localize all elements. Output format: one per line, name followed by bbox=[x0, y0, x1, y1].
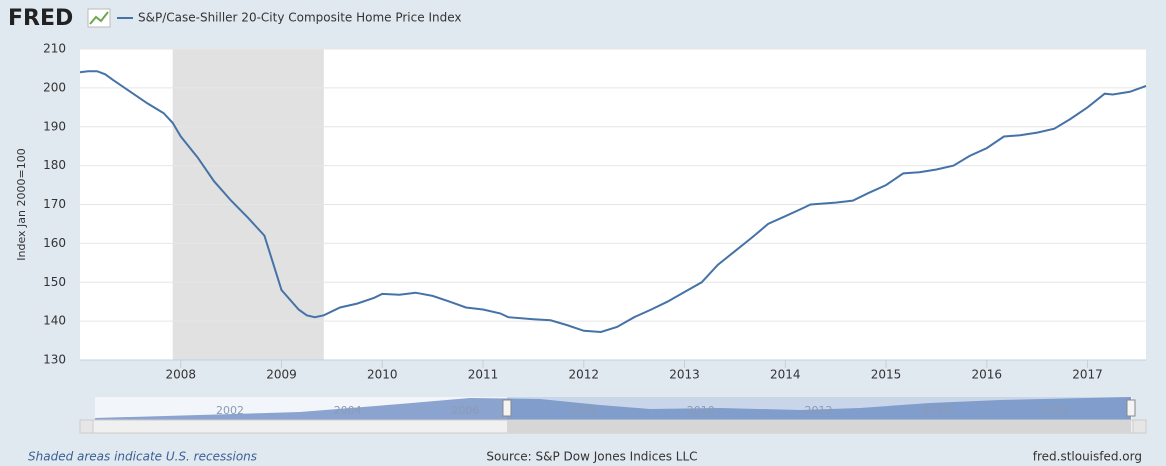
navigator-label: 2014 bbox=[922, 404, 950, 417]
navigator-label: 2012 bbox=[805, 404, 833, 417]
series-line bbox=[79, 70, 1147, 334]
x-tick-label: 2014 bbox=[770, 368, 801, 382]
navigator-area bbox=[95, 397, 1131, 420]
y-tick-label: 140 bbox=[43, 314, 66, 328]
footer-source: Source: S&P Dow Jones Indices LLC bbox=[486, 450, 697, 464]
navigator-label: 2006 bbox=[451, 404, 479, 417]
y-tick-label: 210 bbox=[43, 42, 66, 56]
y-tick-label: 190 bbox=[43, 119, 66, 133]
footer-note: Shaded areas indicate U.S. recessions bbox=[28, 450, 257, 464]
y-tick-label: 130 bbox=[43, 353, 66, 367]
navigator-label: 2010 bbox=[687, 404, 715, 417]
logo-icon bbox=[87, 8, 111, 28]
y-tick-label: 200 bbox=[43, 80, 66, 94]
navigator-handle[interactable] bbox=[502, 399, 512, 417]
plot: 130 140 150 160 170 180 190 200 210 2008 2009 2010 2… bbox=[15, 42, 1147, 382]
scroll-right[interactable] bbox=[1132, 419, 1147, 434]
y-tick-label: 170 bbox=[43, 197, 66, 211]
x-tick-label: 2012 bbox=[569, 368, 600, 382]
footer-site: fred.stlouisfed.org bbox=[1033, 450, 1142, 464]
scrollbar-thumb[interactable] bbox=[507, 420, 1131, 433]
legend-label: S&P/Case-Shiller 20-City Composite Home … bbox=[138, 11, 461, 25]
x-tick-label: 2009 bbox=[266, 368, 297, 382]
navigator-handle[interactable] bbox=[1126, 399, 1136, 417]
navigator-label: 2016 bbox=[1040, 404, 1068, 417]
navigator: 2002 2004 2006 2008 2010 2012 2014 2016 bbox=[79, 397, 1147, 434]
scroll-left[interactable] bbox=[79, 419, 94, 434]
x-tick-label: 2010 bbox=[367, 368, 398, 382]
navigator-label: 2004 bbox=[334, 404, 362, 417]
logo: FRED bbox=[8, 6, 73, 31]
navigator-label: 2008 bbox=[569, 404, 597, 417]
x-tick-label: 2015 bbox=[871, 368, 902, 382]
x-tick-label: 2017 bbox=[1072, 368, 1103, 382]
y-axis-label: Index Jan 2000=100 bbox=[15, 148, 28, 260]
y-tick-label: 180 bbox=[43, 158, 66, 172]
x-tick-label: 2013 bbox=[669, 368, 700, 382]
x-tick-label: 2016 bbox=[972, 368, 1003, 382]
y-tick-label: 160 bbox=[43, 236, 66, 250]
x-tick-label: 2011 bbox=[468, 368, 499, 382]
navigator-label: 2002 bbox=[216, 404, 244, 417]
y-tick-label: 150 bbox=[43, 275, 66, 289]
x-tick-label: 2008 bbox=[165, 368, 196, 382]
